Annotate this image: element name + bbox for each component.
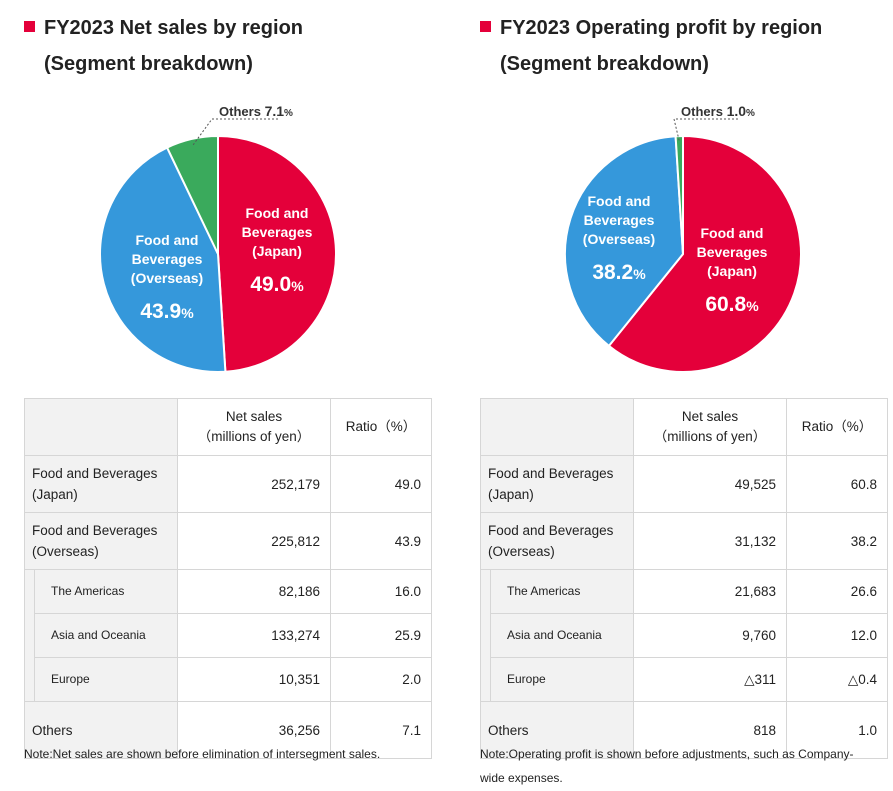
header-net-sales: Net sales （millions of yen） [633, 398, 787, 456]
row-label: The Americas [34, 569, 178, 614]
value-cell: 9,760 [633, 613, 787, 658]
value-cell: 21,683 [633, 569, 787, 614]
row-label: Europe [34, 657, 178, 702]
header-blank-cell [24, 398, 178, 456]
title-bullet-icon [24, 21, 35, 32]
value-cell: 252,179 [177, 455, 331, 513]
ratio-cell: 25.9 [330, 613, 432, 658]
slice-label: Food and Beverages (Japan) [697, 225, 768, 279]
table-row: Food and Beverages (Japan) 49,525 60.8 [480, 455, 888, 513]
table-row: The Americas 21,683 26.6 [480, 569, 888, 614]
chart-subtitle: (Segment breakdown) [500, 53, 709, 75]
row-label: Food and Beverages (Japan) [24, 455, 178, 513]
table-row: Asia and Oceania 9,760 12.0 [480, 613, 888, 658]
chart-title: FY2023 Net sales by region (Segment brea… [24, 10, 303, 82]
indent-cell [480, 657, 491, 702]
slice-label: Food and Beverages (Overseas) [583, 193, 655, 247]
table-row: Food and Beverages (Overseas) 31,132 38.2 [480, 512, 888, 570]
ratio-cell: 2.0 [330, 657, 432, 702]
header-ratio: Ratio（%） [330, 398, 432, 456]
pie-slice [165, 134, 219, 255]
others-leader-line [673, 118, 738, 143]
table-row: Europe △311 △0.4 [480, 657, 888, 702]
slice-value-label: 43.9% [140, 300, 194, 323]
slice-value-label: 49.0% [250, 273, 304, 296]
ratio-cell: 60.8 [786, 455, 888, 513]
operating-profit-table: Net sales （millions of yen） Ratio（%） Food a… [480, 398, 888, 759]
indent-cell [480, 613, 491, 658]
value-cell: 82,186 [177, 569, 331, 614]
ratio-cell: 38.2 [786, 512, 888, 570]
chart-title-text: FY2023 Operating profit by region [500, 17, 823, 39]
pie-slice [217, 134, 337, 373]
table-row: Others 818 1.0 [480, 701, 888, 759]
net-sales-note: Note:Net sales are shown before eliminat… [24, 747, 381, 761]
value-cell: 31,132 [633, 512, 787, 570]
row-label: Food and Beverages (Japan) [480, 455, 634, 513]
row-label: The Americas [490, 569, 634, 614]
header-net-sales: Net sales （millions of yen） [177, 398, 331, 456]
ratio-cell: 7.1 [330, 701, 432, 759]
value-cell: 49,525 [633, 455, 787, 513]
net-sales-table: Net sales （millions of yen） Ratio（%） Food a… [24, 398, 432, 759]
indent-cell [24, 569, 35, 614]
table-row: Food and Beverages (Japan) 252,179 49.0 [24, 455, 432, 513]
operating-profit-note: Note:Operating profit is shown before ad… [480, 747, 854, 785]
others-leader-line [192, 118, 278, 146]
pie-slice [674, 134, 684, 255]
row-label: Europe [490, 657, 634, 702]
ratio-cell: 43.9 [330, 512, 432, 570]
value-cell: 10,351 [177, 657, 331, 702]
row-label: Others [24, 701, 178, 759]
slice-value-label: 38.2% [592, 261, 646, 284]
others-label: Others 7.1% [219, 103, 293, 119]
value-cell: △311 [633, 657, 787, 702]
value-cell: 225,812 [177, 512, 331, 570]
row-label: Asia and Oceania [34, 613, 178, 658]
table-row: Food and Beverages (Overseas) 225,812 43.9 [24, 512, 432, 570]
slice-label: Food and Beverages (Overseas) [131, 232, 203, 286]
header-ratio: Ratio（%） [786, 398, 888, 456]
indent-cell [24, 613, 35, 658]
title-bullet-icon [480, 21, 491, 32]
chart-title: FY2023 Operating profit by region (Segme… [480, 10, 822, 82]
value-cell: 818 [633, 701, 787, 759]
table-row: The Americas 82,186 16.0 [24, 569, 432, 614]
table-row: Others 36,256 7.1 [24, 701, 432, 759]
row-label: Asia and Oceania [490, 613, 634, 658]
ratio-cell: △0.4 [786, 657, 888, 702]
value-cell: 133,274 [177, 613, 331, 658]
row-label: Food and Beverages (Overseas) [24, 512, 178, 570]
table-row: Europe 10,351 2.0 [24, 657, 432, 702]
slice-label: Food and Beverages (Japan) [242, 205, 313, 259]
row-label: Others [480, 701, 634, 759]
pie-slice [607, 134, 802, 373]
ratio-cell: 16.0 [330, 569, 432, 614]
ratio-cell: 26.6 [786, 569, 888, 614]
indent-cell [480, 569, 491, 614]
row-label: Food and Beverages (Overseas) [480, 512, 634, 570]
table-row: Asia and Oceania 133,274 25.9 [24, 613, 432, 658]
pie-slice [564, 135, 685, 348]
slice-value-label: 60.8% [705, 293, 759, 316]
ratio-cell: 12.0 [786, 613, 888, 658]
value-cell: 36,256 [177, 701, 331, 759]
pie-slice [99, 146, 227, 373]
chart-subtitle: (Segment breakdown) [44, 53, 253, 75]
operating-profit-pie-chart: Food and Beverages (Japan) 60.8% Food and Bev… [564, 103, 802, 373]
indent-cell [24, 657, 35, 702]
others-label: Others 1.0% [681, 103, 755, 119]
chart-title-text: FY2023 Net sales by region [44, 17, 304, 39]
header-blank-cell [480, 398, 634, 456]
net-sales-pie-chart: Food and Beverages (Japan) 49.0% Food and Bev… [99, 103, 337, 373]
ratio-cell: 1.0 [786, 701, 888, 759]
ratio-cell: 49.0 [330, 455, 432, 513]
